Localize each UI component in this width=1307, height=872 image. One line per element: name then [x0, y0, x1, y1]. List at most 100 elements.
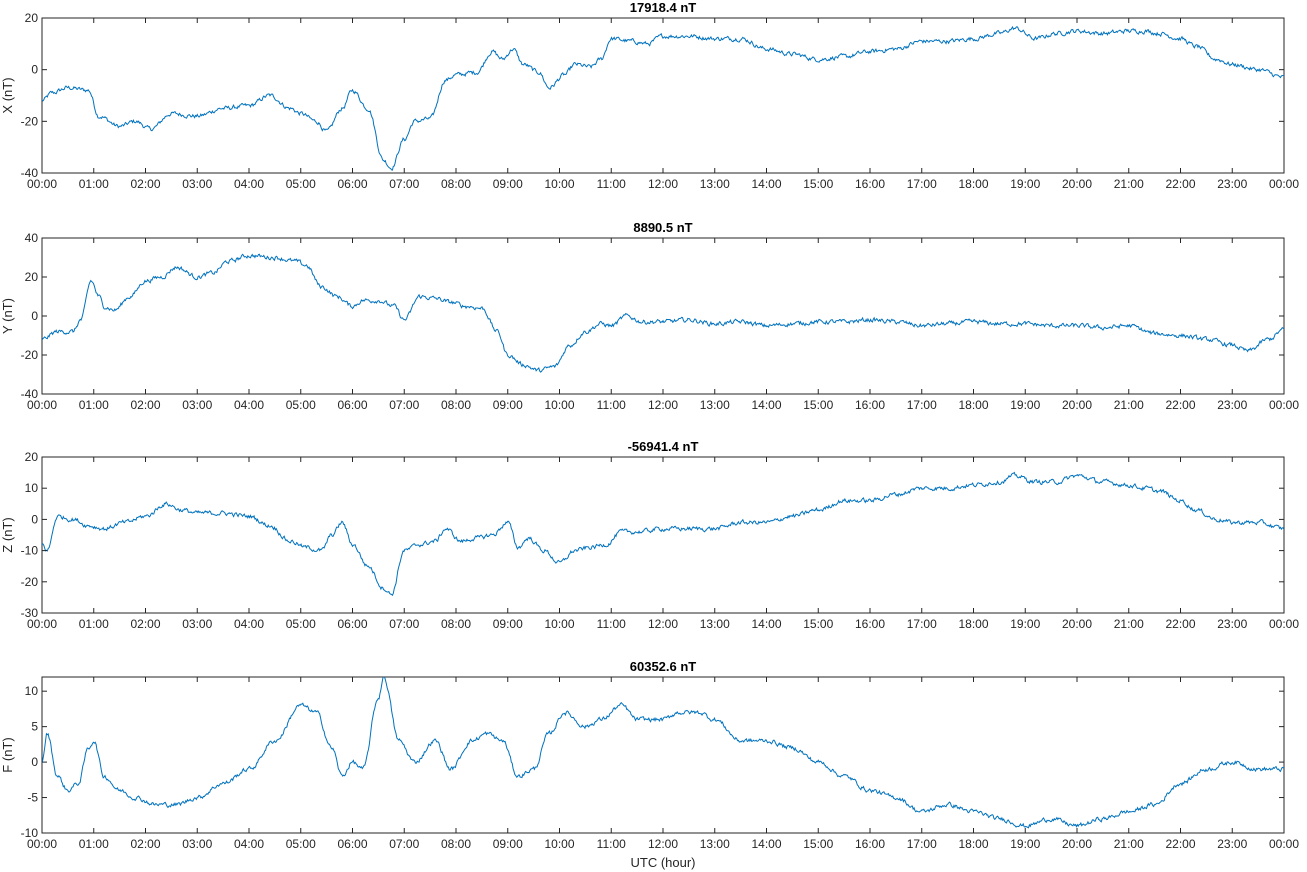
y-tick-label: -5	[27, 791, 38, 805]
x-tick-label: 05:00	[286, 617, 316, 631]
x-tick-label: 01:00	[79, 177, 109, 191]
x-tick-label: 10:00	[544, 617, 574, 631]
x-tick-label: 13:00	[700, 177, 730, 191]
x-tick-label: 02:00	[130, 177, 160, 191]
x-tick-label: 02:00	[130, 617, 160, 631]
x-tick-label: 03:00	[182, 617, 212, 631]
x-tick-label: 06:00	[337, 617, 367, 631]
x-tick-label: 17:00	[907, 177, 937, 191]
x-tick-label: 03:00	[182, 177, 212, 191]
x-tick-label: 12:00	[648, 177, 678, 191]
x-tick-label: 12:00	[648, 617, 678, 631]
x-tick-label: 18:00	[958, 398, 988, 412]
y-tick-label: -20	[21, 114, 39, 128]
x-tick-label: 09:00	[493, 398, 523, 412]
x-tick-label: 06:00	[337, 398, 367, 412]
y-tick-label: -10	[21, 826, 39, 840]
x-tick-label: 15:00	[803, 177, 833, 191]
x-tick-label: 16:00	[855, 398, 885, 412]
x-tick-label: 19:00	[1010, 177, 1040, 191]
x-tick-label: 21:00	[1114, 177, 1144, 191]
panel-y: 00:00 01:00 02:00 03:00 04:00 05:00 06:00 07:00…	[0, 220, 1299, 412]
data-line	[42, 25, 1284, 171]
x-tick-label: 23:00	[1217, 837, 1247, 851]
x-tick-label: 19:00	[1010, 398, 1040, 412]
x-tick-label: 22:00	[1165, 617, 1195, 631]
y-tick-label: -20	[21, 348, 39, 362]
x-tick-label: 14:00	[751, 177, 781, 191]
x-tick-label: 09:00	[493, 177, 523, 191]
x-tick-label: 12:00	[648, 398, 678, 412]
x-tick-label: 19:00	[1010, 617, 1040, 631]
y-tick-label: 0	[31, 309, 38, 323]
x-tick-label: 09:00	[493, 837, 523, 851]
x-tick-label: 00:00	[1269, 177, 1299, 191]
x-tick-label: 21:00	[1114, 398, 1144, 412]
x-tick-label: 01:00	[79, 398, 109, 412]
x-tick-label: 14:00	[751, 617, 781, 631]
x-tick-label: 21:00	[1114, 837, 1144, 851]
x-tick-label: 00:00	[27, 617, 57, 631]
x-tick-label: 07:00	[389, 837, 419, 851]
x-tick-label: 18:00	[958, 617, 988, 631]
x-tick-label: 01:00	[79, 837, 109, 851]
x-tick-label: 15:00	[803, 837, 833, 851]
y-axis-label: Z (nT)	[0, 517, 15, 552]
data-line	[42, 253, 1284, 373]
y-tick-label: -20	[21, 575, 39, 589]
panel-title: 8890.5 nT	[633, 220, 692, 235]
x-tick-label: 03:00	[182, 398, 212, 412]
x-tick-label: 07:00	[389, 177, 419, 191]
y-tick-label: 20	[25, 11, 39, 25]
x-tick-label: 04:00	[234, 617, 264, 631]
x-tick-label: 00:00	[1269, 617, 1299, 631]
x-tick-label: 17:00	[907, 837, 937, 851]
y-axis-label: Y (nT)	[0, 298, 15, 334]
x-tick-label: 06:00	[337, 177, 367, 191]
axes-box	[41, 456, 1285, 614]
x-tick-label: 16:00	[855, 617, 885, 631]
x-axis-label: UTC (hour)	[630, 855, 695, 870]
x-tick-label: 07:00	[389, 617, 419, 631]
y-tick-label: 0	[31, 63, 38, 77]
x-tick-label: 21:00	[1114, 617, 1144, 631]
x-tick-label: 08:00	[441, 398, 471, 412]
x-tick-label: 13:00	[700, 837, 730, 851]
x-tick-label: 13:00	[700, 617, 730, 631]
axes-box	[41, 17, 1285, 174]
y-tick-label: 20	[25, 450, 39, 464]
x-tick-label: 06:00	[337, 837, 367, 851]
x-tick-label: 02:00	[130, 398, 160, 412]
x-tick-label: 20:00	[1062, 837, 1092, 851]
x-tick-label: 11:00	[597, 398, 626, 412]
panel-f: 00:00 01:00 02:00 03:00 04:00 05:00 06:00 07:00…	[0, 659, 1299, 870]
y-tick-label: -10	[21, 544, 39, 558]
x-tick-label: 17:00	[907, 617, 937, 631]
y-tick-label: 10	[25, 481, 39, 495]
x-tick-label: 05:00	[286, 398, 316, 412]
axes-box	[41, 676, 1285, 834]
axes-box	[41, 237, 1285, 395]
x-tick-label: 08:00	[441, 837, 471, 851]
x-tick-label: 14:00	[751, 398, 781, 412]
y-axis-label: X (nT)	[0, 77, 15, 113]
x-tick-label: 22:00	[1165, 177, 1195, 191]
x-tick-label: 16:00	[855, 177, 885, 191]
y-tick-label: 5	[31, 720, 38, 734]
x-tick-label: 00:00	[27, 177, 57, 191]
x-tick-label: 22:00	[1165, 398, 1195, 412]
panel-z: 00:00 01:00 02:00 03:00 04:00 05:00 06:00 07:00…	[0, 439, 1299, 631]
x-tick-label: 01:00	[79, 617, 109, 631]
data-line	[42, 471, 1284, 597]
x-tick-label: 09:00	[493, 617, 523, 631]
x-tick-label: 10:00	[544, 398, 574, 412]
y-tick-label: 40	[25, 231, 39, 245]
x-tick-label: 02:00	[130, 837, 160, 851]
x-tick-label: 17:00	[907, 398, 937, 412]
x-tick-label: 11:00	[597, 837, 626, 851]
x-tick-label: 20:00	[1062, 177, 1092, 191]
x-tick-label: 16:00	[855, 837, 885, 851]
x-tick-label: 00:00	[27, 837, 57, 851]
data-line	[42, 677, 1284, 829]
y-tick-label: 0	[31, 512, 38, 526]
